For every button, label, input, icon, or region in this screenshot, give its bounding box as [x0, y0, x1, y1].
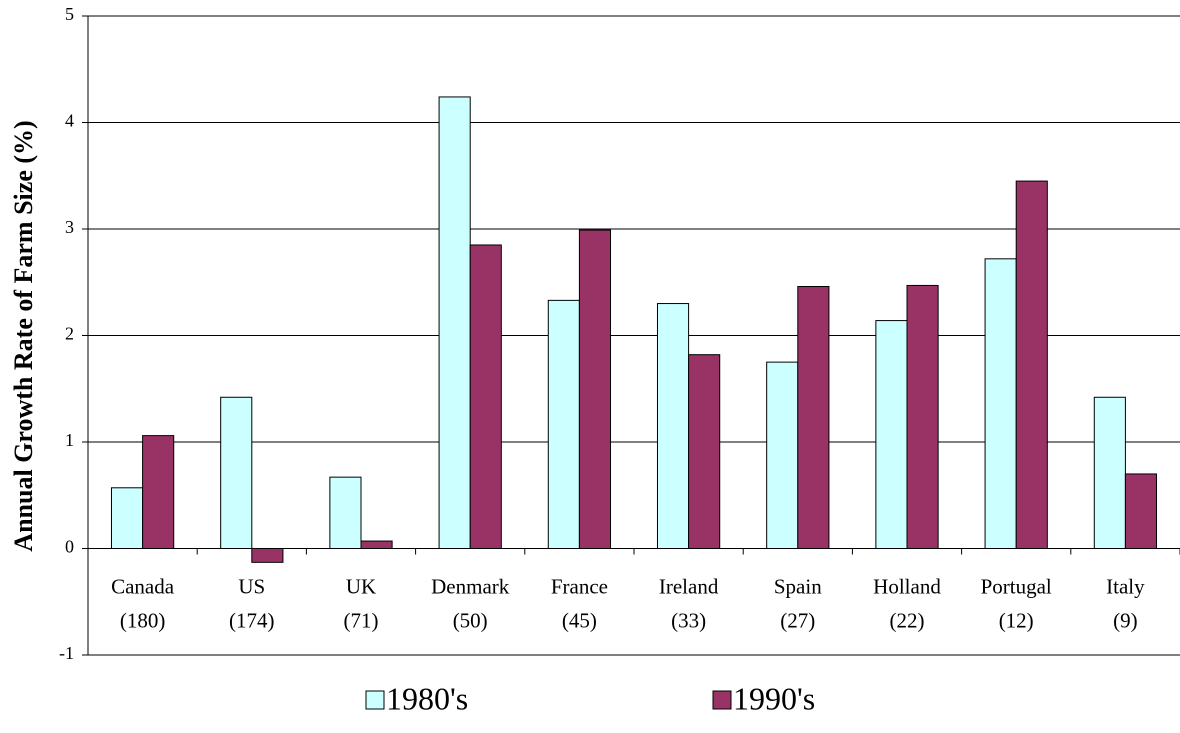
y-tick-label: 4: [65, 111, 74, 131]
x-tick-label: (9): [1113, 608, 1138, 632]
x-tick-label: Holland: [873, 574, 941, 598]
x-tick-label: (12): [999, 608, 1034, 632]
y-tick-label: 1: [65, 430, 74, 450]
bar: [1015, 180, 1048, 549]
legend-label: 1990's: [733, 680, 815, 716]
x-tick-label: (50): [453, 608, 488, 632]
x-tick-label: Portugal: [981, 574, 1052, 598]
bar: [329, 476, 362, 549]
bar: [906, 284, 939, 549]
bar: [875, 320, 908, 549]
x-tick-label: (180): [120, 608, 166, 632]
bar: [766, 361, 799, 549]
bar: [984, 258, 1017, 549]
bar: [220, 396, 253, 549]
y-tick-label: 0: [65, 537, 74, 557]
bar: [1124, 473, 1158, 550]
x-tick-label: UK: [346, 574, 376, 598]
y-tick-label: 2: [65, 324, 74, 344]
bar: [360, 540, 393, 549]
x-tick-label: Denmark: [431, 574, 510, 598]
bar: [688, 354, 721, 550]
x-tick-label: Ireland: [659, 574, 719, 598]
legend-swatch: [365, 690, 385, 710]
x-tick-label: Spain: [774, 574, 822, 598]
bar: [656, 303, 690, 549]
x-tick-label: (45): [562, 608, 597, 632]
x-tick-label: Italy: [1106, 574, 1145, 598]
legend-label: 1980's: [386, 680, 468, 716]
y-tick-label: 5: [65, 4, 74, 24]
bar: [547, 299, 580, 550]
y-axis-label: Annual Growth Rate of Farm Size (%): [9, 120, 38, 551]
x-tick-label: (27): [780, 608, 815, 632]
bar: [578, 229, 612, 549]
x-tick-label: US: [238, 574, 265, 598]
x-tick-label: (22): [890, 608, 925, 632]
x-tick-label: France: [551, 574, 608, 598]
y-tick-label: 3: [65, 217, 74, 237]
bar: [469, 244, 502, 549]
bar: [1093, 396, 1126, 549]
x-tick-label: Canada: [111, 574, 175, 598]
bar: [251, 548, 284, 563]
bar: [142, 435, 175, 549]
x-tick-label: (174): [229, 608, 275, 632]
y-tick-label: -1: [59, 643, 74, 663]
bar: [438, 96, 471, 549]
legend-swatch: [712, 690, 732, 710]
bar: [110, 487, 144, 550]
bar: [797, 286, 830, 549]
x-tick-label: (71): [344, 608, 379, 632]
x-tick-label: (33): [671, 608, 706, 632]
